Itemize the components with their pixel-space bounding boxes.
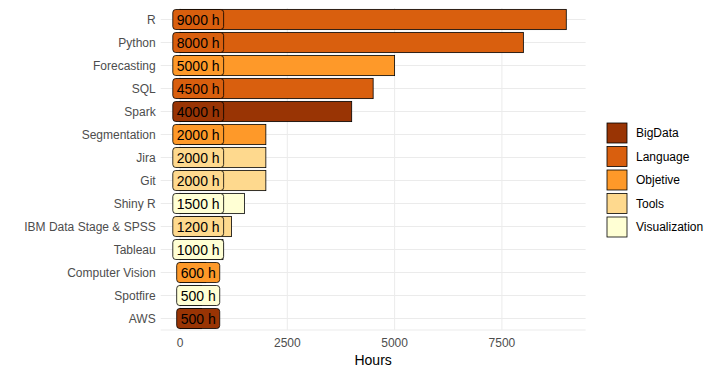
x-tick-label: 0	[177, 336, 184, 350]
data-label-box: 8000 h	[173, 33, 224, 53]
data-label: 1200 h	[177, 219, 220, 235]
legend-label: Tools	[636, 197, 664, 211]
data-label-box: 600 h	[177, 263, 220, 283]
data-label-box: 4000 h	[173, 102, 224, 122]
data-label: 5000 h	[177, 58, 220, 74]
data-label: 600 h	[181, 265, 216, 281]
data-label-bg	[173, 125, 224, 145]
data-label-bg	[173, 217, 224, 237]
category-label: Tableau	[114, 243, 156, 257]
data-label: 4000 h	[177, 104, 220, 120]
category-label: IBM Data Stage & SPSS	[24, 220, 155, 234]
data-label: 1000 h	[177, 242, 220, 258]
bar	[180, 9, 566, 29]
x-axis-title: Hours	[354, 352, 391, 368]
data-label-bg	[173, 171, 224, 191]
data-label-box: 500 h	[177, 309, 220, 329]
legend-key	[607, 217, 627, 237]
data-label-bg	[177, 263, 220, 283]
grid-line-x	[501, 8, 502, 330]
category-label: Shiny R	[114, 197, 156, 211]
legend-label: Objetive	[636, 173, 680, 187]
legend-label: Language	[636, 150, 690, 164]
category-label: AWS	[129, 312, 156, 326]
bars	[180, 9, 566, 328]
data-label: 9000 h	[177, 12, 220, 28]
data-label-bg	[177, 309, 220, 329]
data-label-bg	[173, 194, 224, 214]
legend-key	[607, 147, 627, 167]
data-label-bg	[173, 79, 224, 99]
data-label-bg	[173, 33, 224, 53]
data-label-bg	[173, 10, 224, 30]
legend-key	[607, 194, 627, 214]
grid-line-y	[161, 249, 586, 250]
legend-label: Visualization	[636, 220, 703, 234]
data-label-box: 500 h	[177, 286, 220, 306]
legend-label: BigData	[636, 126, 679, 140]
grid-line-y	[161, 318, 586, 319]
data-label-bg	[173, 240, 224, 260]
data-label-box: 5000 h	[173, 56, 224, 76]
category-label: Computer Vision	[67, 266, 156, 280]
data-label-box: 9000 h	[173, 10, 224, 30]
data-label-box: 4500 h	[173, 79, 224, 99]
chart: 0 2500 5000 7500 Hours R Python Forecasting SQL S…	[0, 0, 720, 375]
x-tick-label: 2500	[274, 336, 301, 350]
grid	[161, 8, 586, 330]
x-tick-label: 7500	[489, 336, 516, 350]
data-label: 1500 h	[177, 196, 220, 212]
data-label: 2000 h	[177, 150, 220, 166]
category-label: Spotfire	[114, 289, 156, 303]
data-label: 2000 h	[177, 173, 220, 189]
legend: BigData Language Objetive Tools Visualizatio…	[607, 123, 703, 237]
legend-key	[607, 123, 627, 143]
category-label: R	[147, 13, 156, 27]
data-label: 4500 h	[177, 81, 220, 97]
category-label: Segmentation	[82, 128, 156, 142]
x-tick-label: 5000	[381, 336, 408, 350]
data-label-box: 2000 h	[173, 148, 224, 168]
x-axis-line	[161, 330, 586, 331]
category-label: Spark	[124, 105, 156, 119]
data-label-bg	[173, 148, 224, 168]
data-label-box: 2000 h	[173, 171, 224, 191]
data-label: 500 h	[181, 288, 216, 304]
data-label: 500 h	[181, 311, 216, 327]
data-labels: 4000 h 500 h 9000 h 8000 h 4500 h 5000 h 2000 …	[173, 10, 224, 329]
data-label-box: 2000 h	[173, 125, 224, 145]
data-label-bg	[173, 56, 224, 76]
data-label-bg	[173, 102, 224, 122]
bar	[180, 32, 523, 52]
category-label: Git	[140, 174, 156, 188]
legend-key	[607, 170, 627, 190]
category-label: Python	[118, 36, 155, 50]
category-label: Forecasting	[93, 59, 156, 73]
category-label: Jira	[136, 151, 156, 165]
data-label-box: 1500 h	[173, 194, 224, 214]
grid-line-y	[161, 272, 586, 273]
data-label-bg	[177, 286, 220, 306]
data-label-box: 1000 h	[173, 240, 224, 260]
grid-line-y	[161, 295, 586, 296]
category-label: SQL	[132, 82, 156, 96]
data-label-box: 1200 h	[173, 217, 224, 237]
data-label: 8000 h	[177, 35, 220, 51]
data-label: 2000 h	[177, 127, 220, 143]
